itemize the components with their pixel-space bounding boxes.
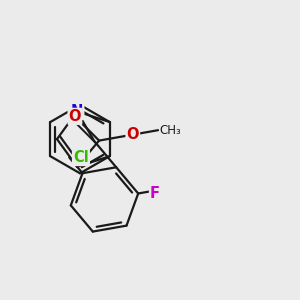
Text: F: F	[150, 186, 160, 201]
Text: O: O	[69, 109, 81, 124]
Text: N: N	[71, 104, 83, 119]
Text: Cl: Cl	[73, 150, 89, 165]
Text: CH₃: CH₃	[160, 124, 182, 137]
Text: O: O	[127, 127, 139, 142]
